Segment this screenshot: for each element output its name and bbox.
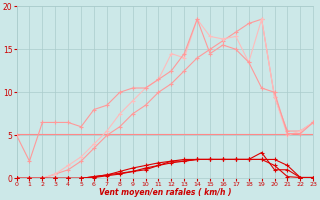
X-axis label: Vent moyen/en rafales ( km/h ): Vent moyen/en rafales ( km/h ) <box>99 188 231 197</box>
